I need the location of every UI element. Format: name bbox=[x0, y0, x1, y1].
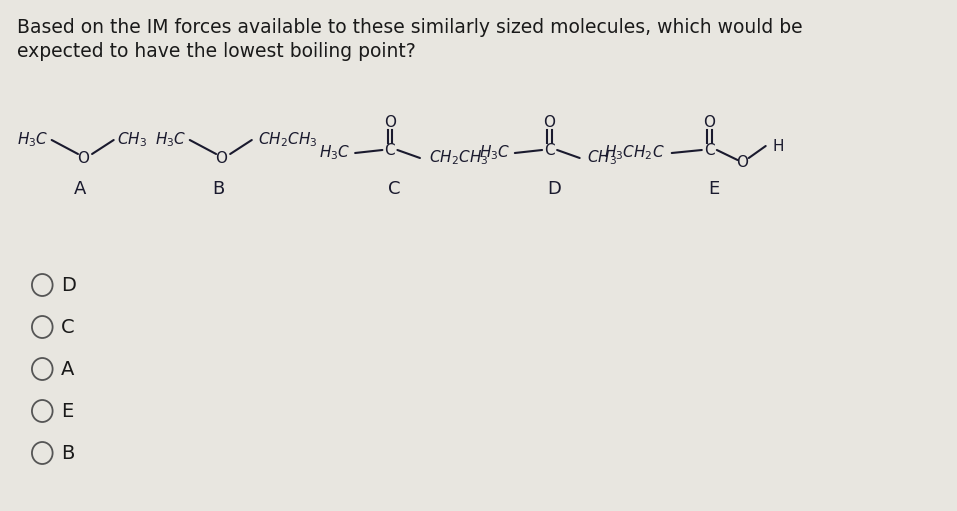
Text: C: C bbox=[704, 143, 715, 157]
Text: C: C bbox=[389, 180, 401, 198]
Text: $CH_2CH_3$: $CH_2CH_3$ bbox=[258, 131, 318, 149]
Text: C: C bbox=[545, 143, 555, 157]
Text: $H_3C$: $H_3C$ bbox=[155, 131, 186, 149]
Text: B: B bbox=[61, 444, 75, 462]
Text: $H_3C$: $H_3C$ bbox=[16, 131, 48, 149]
Text: A: A bbox=[74, 180, 86, 198]
Text: O: O bbox=[703, 114, 715, 129]
Text: O: O bbox=[736, 154, 748, 170]
Text: $H_3C$: $H_3C$ bbox=[478, 144, 510, 162]
Text: A: A bbox=[61, 360, 75, 379]
Text: C: C bbox=[385, 143, 395, 157]
Text: O: O bbox=[544, 114, 556, 129]
Text: E: E bbox=[708, 180, 720, 198]
Text: B: B bbox=[211, 180, 224, 198]
Text: $CH_3$: $CH_3$ bbox=[588, 149, 617, 167]
Text: O: O bbox=[384, 114, 396, 129]
Text: expected to have the lowest boiling point?: expected to have the lowest boiling poin… bbox=[17, 42, 415, 61]
Text: Based on the IM forces available to these similarly sized molecules, which would: Based on the IM forces available to thes… bbox=[17, 18, 803, 37]
Text: $CH_3$: $CH_3$ bbox=[118, 131, 147, 149]
Text: $CH_2CH_3$: $CH_2CH_3$ bbox=[430, 149, 489, 167]
Text: $H_3CH_2C$: $H_3CH_2C$ bbox=[604, 144, 664, 162]
Text: O: O bbox=[77, 151, 89, 166]
Text: H: H bbox=[772, 138, 784, 153]
Text: E: E bbox=[61, 402, 74, 421]
Text: O: O bbox=[214, 151, 227, 166]
Text: $H_3C$: $H_3C$ bbox=[319, 144, 350, 162]
Text: D: D bbox=[61, 275, 76, 294]
Text: C: C bbox=[61, 317, 75, 337]
Text: D: D bbox=[547, 180, 561, 198]
